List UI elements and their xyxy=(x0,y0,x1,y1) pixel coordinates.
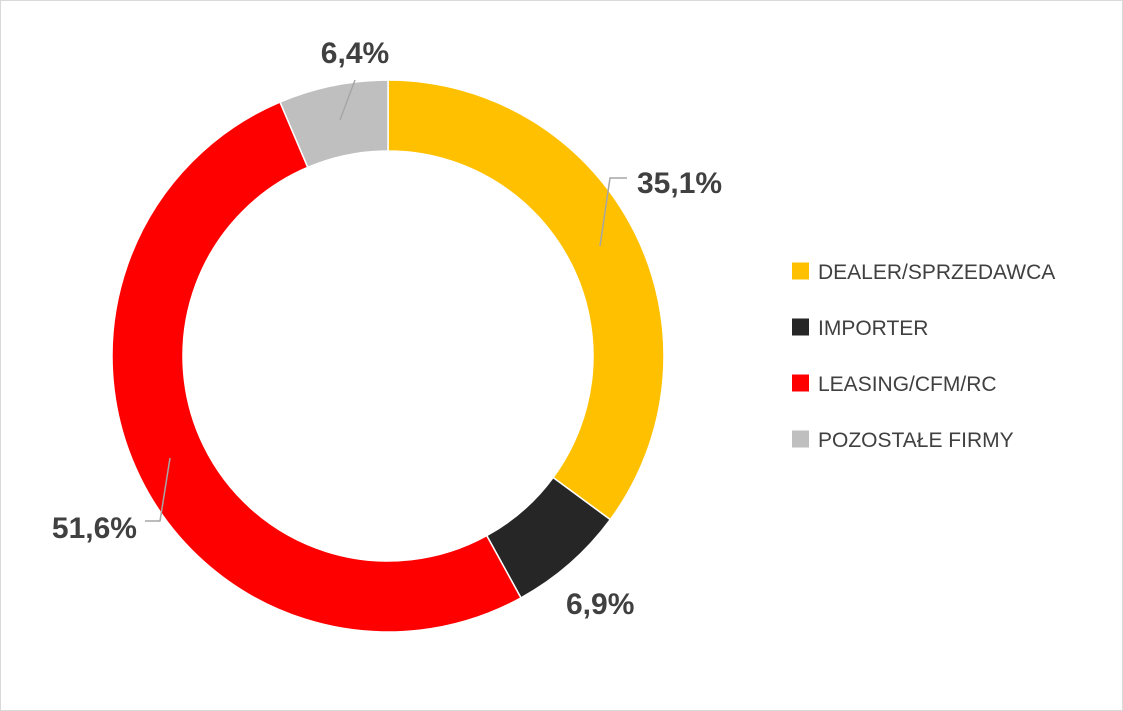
legend: DEALER/SPRZEDAWCA IMPORTER LEASING/CFM/RC P… xyxy=(792,261,1055,452)
legend-swatch xyxy=(792,430,809,448)
slice-dealer-sprzedawca xyxy=(387,79,665,521)
legend-label: POZOSTAŁE FIRMY xyxy=(818,429,1014,452)
leader-line xyxy=(339,79,356,121)
data-labels: 35,1% 6,9% 51,6% 6,4% xyxy=(52,37,722,621)
data-label: 35,1% xyxy=(637,167,722,200)
legend-label: DEALER/SPRZEDAWCA xyxy=(818,261,1055,284)
legend-swatch xyxy=(792,262,809,280)
legend-swatch xyxy=(792,374,809,392)
slice-leasing-cfm-rc xyxy=(111,101,522,633)
leader-line xyxy=(599,177,627,247)
leader-lines xyxy=(145,79,627,522)
donut-slices xyxy=(111,79,665,633)
legend-label: IMPORTER xyxy=(818,317,928,340)
slice-pozosta-e-firmy xyxy=(278,79,389,169)
legend-swatch xyxy=(792,318,809,336)
data-label: 51,6% xyxy=(52,512,137,545)
data-label: 6,4% xyxy=(321,37,389,70)
data-label: 6,9% xyxy=(566,588,634,621)
leader-line xyxy=(145,457,171,522)
legend-label: LEASING/CFM/RC xyxy=(818,373,997,396)
